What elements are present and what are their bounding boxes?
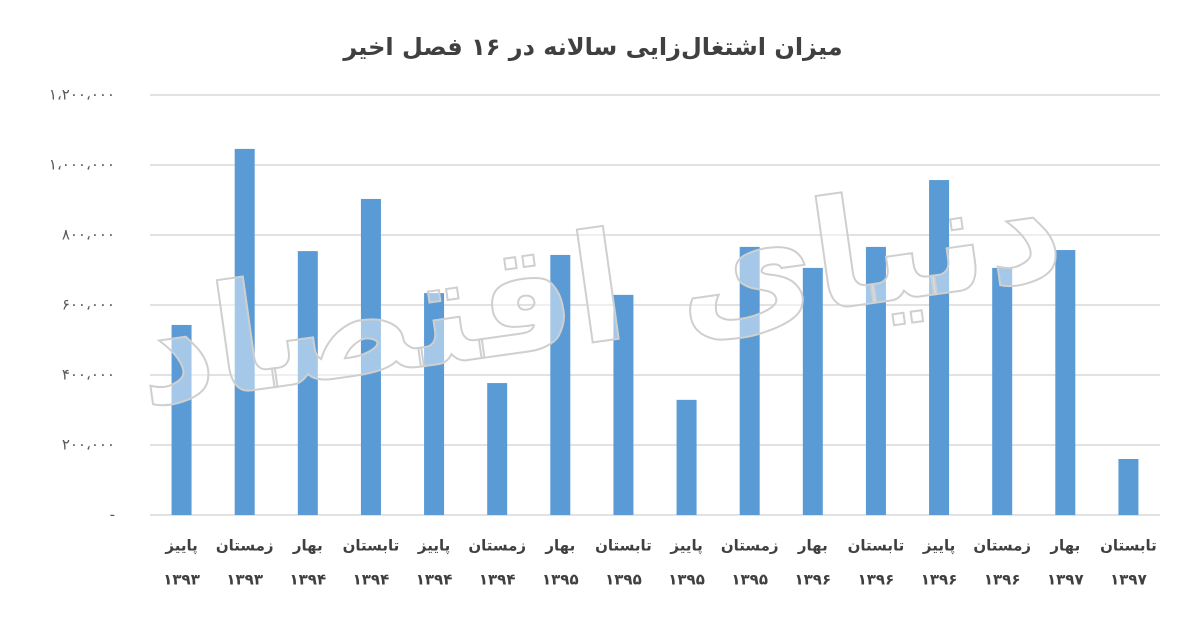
bar [171, 324, 192, 515]
bar [1055, 250, 1076, 516]
bar [550, 254, 571, 515]
x-tick-label: ۱۳۹۴ [479, 571, 516, 589]
x-tick-label: ۱۳۹۵ [542, 571, 579, 589]
bar [424, 293, 445, 515]
x-tick-label: بهار [797, 537, 828, 555]
x-tick-label: زمستان [973, 537, 1031, 555]
x-tick-label: ۱۳۹۵ [731, 571, 768, 589]
bar [297, 251, 318, 515]
x-tick-label: تابستان [848, 537, 905, 555]
x-tick-label: ۱۳۹۳ [163, 571, 200, 589]
x-tick-label: ۱۳۹۴ [353, 571, 390, 589]
y-tick-label: ۸۰۰،۰۰۰ [62, 226, 115, 244]
x-tick-label: بهار [544, 537, 575, 555]
x-tick-label: ۱۳۹۷ [1047, 571, 1084, 589]
x-tick-label: ۱۳۹۶ [795, 571, 832, 589]
bar [234, 148, 255, 515]
x-tick-label: پاییز [922, 537, 955, 556]
chart-title: میزان اشتغال‌زایی سالانه در ۱۶ فصل اخیر [342, 33, 842, 61]
x-tick-label: زمستان [721, 537, 779, 555]
x-tick-label: زمستان [468, 537, 526, 555]
bar [676, 399, 697, 515]
bar [360, 198, 381, 515]
bar [992, 267, 1013, 515]
bar [739, 246, 760, 515]
x-tick-label: زمستان [216, 537, 274, 555]
x-tick-label: ۱۳۹۴ [290, 571, 327, 589]
x-tick-label: ۱۳۹۶ [858, 571, 895, 589]
x-tick-label: تابستان [1100, 537, 1157, 555]
x-tick-label: ۱۳۹۶ [984, 571, 1021, 589]
x-tick-label: پاییز [669, 537, 702, 556]
x-tick-label: ۱۳۹۷ [1110, 571, 1147, 589]
bar [929, 180, 950, 516]
x-tick-label: تابستان [595, 537, 652, 555]
x-tick-label: ۱۳۹۵ [605, 571, 642, 589]
bar [487, 383, 508, 515]
x-tick-label: بهار [1049, 537, 1080, 555]
x-tick-label: پاییز [417, 537, 450, 556]
y-tick-label: ۲۰۰،۰۰۰ [62, 436, 115, 454]
x-tick-label: تابستان [343, 537, 400, 555]
bar [1118, 459, 1139, 515]
y-tick-label: ۶۰۰،۰۰۰ [62, 296, 115, 314]
y-tick-label: ۱،۲۰۰،۰۰۰ [49, 86, 115, 104]
x-tick-label: بهار [292, 537, 323, 555]
bar [865, 246, 886, 515]
bar [613, 294, 634, 515]
x-tick-label: ۱۳۹۴ [416, 571, 453, 589]
y-tick-label: - [110, 506, 115, 524]
y-tick-label: ۱،۰۰۰،۰۰۰ [49, 156, 115, 174]
x-tick-label: ۱۳۹۶ [921, 571, 958, 589]
bar [802, 267, 823, 515]
x-tick-label: ۱۳۹۵ [668, 571, 705, 589]
x-tick-label: ۱۳۹۳ [226, 571, 263, 589]
y-tick-label: ۴۰۰،۰۰۰ [62, 366, 115, 384]
x-tick-label: پاییز [164, 537, 197, 556]
